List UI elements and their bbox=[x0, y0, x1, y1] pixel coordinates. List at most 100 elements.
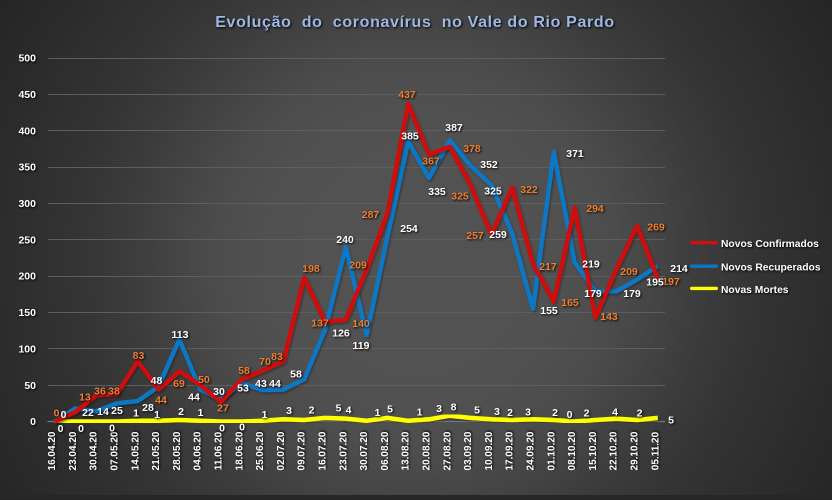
svg-text:371: 371 bbox=[566, 148, 584, 160]
svg-text:70: 70 bbox=[259, 356, 271, 368]
svg-text:0: 0 bbox=[567, 409, 573, 421]
svg-text:1: 1 bbox=[262, 409, 268, 421]
svg-text:335: 335 bbox=[428, 186, 446, 198]
svg-text:140: 140 bbox=[352, 318, 370, 330]
svg-text:04.06.20: 04.06.20 bbox=[193, 431, 204, 470]
svg-text:14: 14 bbox=[97, 406, 109, 418]
svg-text:287: 287 bbox=[362, 209, 380, 221]
svg-text:4: 4 bbox=[346, 405, 352, 417]
svg-text:400: 400 bbox=[18, 125, 36, 137]
svg-text:2: 2 bbox=[507, 407, 513, 419]
svg-text:8: 8 bbox=[451, 402, 457, 414]
svg-text:209: 209 bbox=[349, 260, 367, 272]
svg-text:387: 387 bbox=[445, 122, 463, 134]
svg-text:0: 0 bbox=[78, 423, 84, 435]
svg-text:269: 269 bbox=[647, 222, 665, 234]
svg-text:08.10.20: 08.10.20 bbox=[567, 431, 578, 470]
svg-text:3: 3 bbox=[286, 405, 292, 417]
svg-text:119: 119 bbox=[353, 340, 370, 352]
svg-text:179: 179 bbox=[584, 288, 602, 300]
svg-text:300: 300 bbox=[18, 198, 36, 210]
svg-text:1: 1 bbox=[198, 407, 204, 419]
svg-text:83: 83 bbox=[133, 350, 145, 362]
svg-text:Novas Mortes: Novas Mortes bbox=[721, 285, 789, 296]
svg-text:83: 83 bbox=[271, 351, 283, 363]
svg-text:259: 259 bbox=[489, 229, 507, 241]
svg-text:500: 500 bbox=[18, 53, 36, 65]
svg-text:43: 43 bbox=[255, 378, 267, 390]
svg-text:09.07.20: 09.07.20 bbox=[297, 431, 308, 470]
svg-text:3: 3 bbox=[525, 407, 531, 419]
svg-text:21.05.20: 21.05.20 bbox=[151, 431, 162, 470]
svg-text:378: 378 bbox=[463, 143, 481, 155]
svg-text:27: 27 bbox=[217, 403, 229, 415]
svg-text:250: 250 bbox=[18, 234, 36, 246]
svg-text:03.09.20: 03.09.20 bbox=[463, 431, 474, 470]
svg-text:11.06.20: 11.06.20 bbox=[214, 431, 225, 470]
svg-text:16.04.20: 16.04.20 bbox=[47, 431, 58, 470]
svg-text:30.04.20: 30.04.20 bbox=[89, 431, 100, 470]
svg-text:197: 197 bbox=[662, 276, 680, 288]
svg-text:5: 5 bbox=[336, 403, 342, 415]
svg-text:22.10.20: 22.10.20 bbox=[609, 431, 620, 470]
svg-text:48: 48 bbox=[151, 375, 163, 387]
svg-text:0: 0 bbox=[239, 422, 245, 434]
svg-text:1: 1 bbox=[154, 409, 160, 421]
svg-text:5: 5 bbox=[474, 405, 480, 417]
svg-text:100: 100 bbox=[18, 343, 36, 355]
svg-text:2: 2 bbox=[584, 408, 590, 420]
svg-text:2: 2 bbox=[637, 408, 643, 420]
svg-text:209: 209 bbox=[620, 266, 638, 278]
svg-text:385: 385 bbox=[401, 131, 419, 143]
svg-text:350: 350 bbox=[18, 162, 36, 174]
svg-text:10.09.20: 10.09.20 bbox=[484, 431, 495, 470]
svg-text:0: 0 bbox=[61, 409, 67, 421]
svg-text:17.09.20: 17.09.20 bbox=[505, 431, 516, 470]
svg-text:5: 5 bbox=[387, 404, 393, 416]
svg-text:38: 38 bbox=[108, 386, 120, 398]
svg-text:165: 165 bbox=[561, 297, 579, 309]
svg-text:367: 367 bbox=[422, 156, 440, 168]
svg-text:13.08.20: 13.08.20 bbox=[401, 431, 412, 470]
svg-text:05.11.20: 05.11.20 bbox=[650, 431, 661, 470]
svg-text:Novos Confirmados: Novos Confirmados bbox=[721, 239, 819, 250]
svg-text:69: 69 bbox=[173, 378, 185, 390]
svg-text:27.08.20: 27.08.20 bbox=[442, 431, 453, 470]
svg-text:Novos Recuperados: Novos Recuperados bbox=[721, 263, 821, 274]
svg-text:44: 44 bbox=[188, 392, 200, 404]
svg-text:198: 198 bbox=[302, 263, 320, 275]
svg-text:23.04.20: 23.04.20 bbox=[68, 431, 79, 470]
svg-text:143: 143 bbox=[600, 311, 618, 323]
svg-text:58: 58 bbox=[290, 369, 302, 381]
svg-text:3: 3 bbox=[436, 403, 442, 415]
svg-text:06.08.20: 06.08.20 bbox=[380, 431, 391, 470]
svg-text:0: 0 bbox=[219, 423, 225, 435]
svg-text:352: 352 bbox=[480, 159, 498, 171]
svg-text:0: 0 bbox=[109, 423, 115, 435]
svg-text:23.07.20: 23.07.20 bbox=[338, 431, 349, 470]
svg-text:179: 179 bbox=[623, 288, 641, 300]
svg-text:1: 1 bbox=[133, 408, 139, 420]
svg-text:24.09.20: 24.09.20 bbox=[526, 431, 537, 470]
svg-text:25.06.20: 25.06.20 bbox=[255, 431, 266, 470]
svg-text:2: 2 bbox=[552, 407, 558, 419]
svg-text:137: 137 bbox=[311, 318, 329, 330]
svg-text:44: 44 bbox=[155, 395, 167, 407]
svg-text:240: 240 bbox=[336, 234, 354, 246]
svg-text:25: 25 bbox=[111, 405, 123, 417]
svg-text:437: 437 bbox=[398, 89, 416, 101]
svg-text:2: 2 bbox=[309, 405, 315, 417]
svg-text:30.07.20: 30.07.20 bbox=[359, 431, 370, 470]
svg-text:30: 30 bbox=[213, 386, 225, 398]
svg-text:325: 325 bbox=[451, 191, 469, 203]
svg-text:2: 2 bbox=[178, 406, 184, 418]
svg-text:0: 0 bbox=[30, 416, 36, 428]
svg-text:450: 450 bbox=[18, 89, 36, 101]
svg-text:155: 155 bbox=[540, 305, 558, 317]
svg-text:3: 3 bbox=[494, 406, 500, 418]
svg-text:113: 113 bbox=[172, 329, 189, 341]
svg-text:200: 200 bbox=[18, 271, 36, 283]
svg-text:15.10.20: 15.10.20 bbox=[588, 431, 599, 470]
svg-text:294: 294 bbox=[586, 203, 604, 215]
svg-text:1: 1 bbox=[375, 407, 381, 419]
